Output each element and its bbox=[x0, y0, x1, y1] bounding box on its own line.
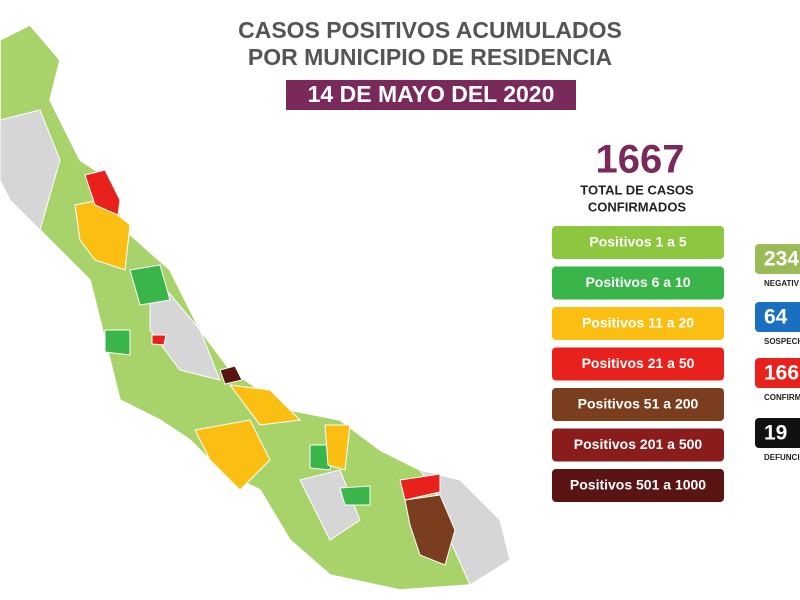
total-label: CONFIRMADOS bbox=[588, 199, 687, 214]
legend-box bbox=[552, 388, 724, 421]
title-line: POR MUNICIPIO DE RESIDENCIA bbox=[248, 44, 612, 70]
legend-box bbox=[552, 428, 724, 462]
total-label: TOTAL DE CASOS bbox=[580, 182, 694, 197]
stat-number: 166 bbox=[764, 362, 799, 385]
total-number: 1667 bbox=[596, 138, 685, 182]
region-red bbox=[399, 473, 441, 501]
title-line: CASOS POSITIVOS ACUMULADOS bbox=[238, 17, 622, 43]
stat-label: CONFIRM bbox=[764, 393, 800, 402]
stat-label: SOSPECH bbox=[764, 337, 800, 346]
region-red bbox=[84, 169, 121, 216]
region-dark-red bbox=[219, 365, 243, 385]
legend: Positivos 1 a 5 Positivos 6 a 10 Positivos… bbox=[552, 226, 724, 502]
legend-label: Positivos 201 a 500 bbox=[574, 436, 703, 452]
stat-box bbox=[755, 302, 800, 332]
legend-label: Positivos 21 a 50 bbox=[582, 355, 695, 371]
stat-number: 64 bbox=[764, 306, 788, 329]
region-green bbox=[339, 485, 371, 506]
stat-number: 19 bbox=[764, 422, 787, 445]
legend-box bbox=[552, 266, 724, 300]
region-orange bbox=[228, 384, 302, 426]
stats: 234 NEGATIV 64 SOSPECH 166 CONFIRM 19 DEFUNCIO bbox=[755, 244, 800, 462]
region-orange bbox=[194, 419, 271, 491]
stat-box bbox=[755, 418, 800, 448]
region-green bbox=[129, 264, 171, 306]
stat-box bbox=[755, 244, 800, 274]
legend-box bbox=[552, 347, 724, 381]
stat-label: DEFUNCIO bbox=[764, 453, 800, 462]
legend-label: Positivos 1 a 5 bbox=[589, 234, 686, 250]
stat-number: 234 bbox=[764, 248, 799, 271]
legend-box bbox=[552, 226, 724, 259]
region-brown bbox=[404, 494, 456, 566]
stat-label: NEGATIV bbox=[764, 279, 800, 288]
legend-box bbox=[552, 469, 724, 502]
date-banner bbox=[286, 80, 576, 110]
date: 14 DE MAYO DEL 2020 bbox=[308, 81, 555, 107]
region-red bbox=[151, 334, 167, 346]
region-no-cases bbox=[0, 109, 61, 231]
legend-box bbox=[552, 307, 724, 340]
map bbox=[0, 24, 511, 591]
legend-label: Positivos 6 a 10 bbox=[585, 274, 690, 290]
legend-label: Positivos 501 a 1000 bbox=[570, 477, 706, 493]
region-orange bbox=[324, 424, 351, 471]
legend-label: Positivos 51 a 200 bbox=[578, 396, 699, 412]
region-green bbox=[104, 329, 131, 356]
stat-box bbox=[755, 358, 800, 388]
legend-label: Positivos 11 a 20 bbox=[582, 315, 694, 331]
